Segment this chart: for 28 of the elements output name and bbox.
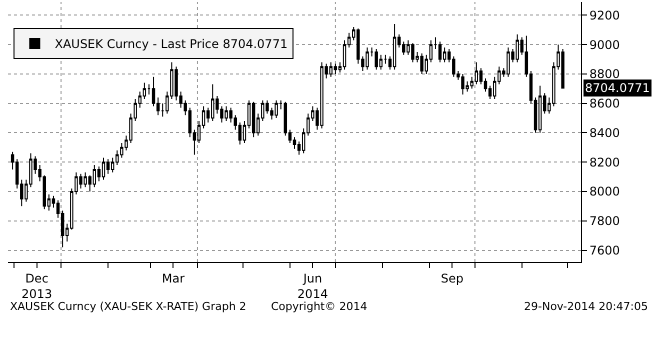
candlestick <box>252 101 256 138</box>
candlestick <box>147 84 151 96</box>
y-tick-label: 9200 <box>589 8 620 22</box>
x-tick-label: Mar <box>162 271 185 286</box>
y-tick-label: 8200 <box>589 155 620 170</box>
candlestick <box>438 41 442 63</box>
candlestick <box>102 157 106 180</box>
y-tick-label: 7800 <box>589 214 620 228</box>
candlestick <box>392 24 396 70</box>
candlestick <box>384 54 388 64</box>
x-tick-label: Jun 2014 <box>297 271 328 301</box>
x-tick-label: Sep <box>440 271 464 286</box>
candlestick <box>161 102 164 118</box>
candlestick <box>334 63 338 74</box>
text: Copyright© 2014 <box>271 300 368 313</box>
text: XAUSEK Curncy (XAU-SEK X-RATE) Graph 2 <box>10 300 246 313</box>
y-tick-label: 7600 <box>589 243 620 258</box>
y-tick-label: 8600 <box>589 96 620 111</box>
candlestick <box>538 85 542 134</box>
candlestick <box>434 36 438 50</box>
y-tick-label: 8400 <box>589 126 620 140</box>
y-tick-label: 8800 <box>589 67 620 82</box>
text: 8704.0771 <box>585 81 650 95</box>
x-tick-label: Dec 2013 <box>22 271 52 301</box>
text: 29-Nov-2014 20:47:05 <box>524 300 648 313</box>
y-tick-label: 9000 <box>589 38 620 52</box>
y-tick-label: 8000 <box>589 184 620 199</box>
legend-label: XAUSEK Curncy - Last Price 8704.0771 <box>54 37 288 52</box>
